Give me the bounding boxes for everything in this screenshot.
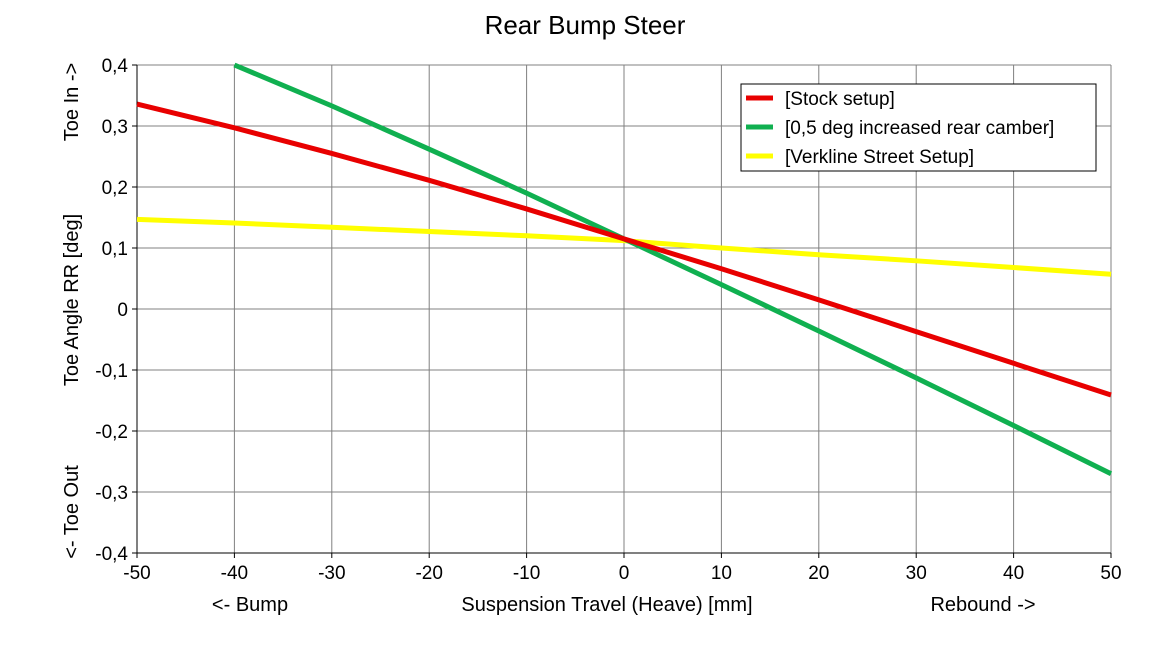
- y-tick-label: 0,1: [102, 239, 128, 260]
- x-tick-label: 10: [711, 563, 732, 584]
- legend-label-stock: [Stock setup]: [785, 89, 895, 110]
- x-tick-label: 20: [808, 563, 829, 584]
- series-line-1: [233, 62, 1113, 476]
- legend-label-verkline: [Verkline Street Setup]: [785, 147, 974, 168]
- y-label-toe-out: <- Toe Out: [61, 465, 83, 559]
- x-label-bump: <- Bump: [212, 594, 288, 616]
- x-tick-label: -10: [513, 563, 540, 584]
- x-tick-labels: -50 -40 -30 -20 -10 0 10 20 30 40 50: [123, 563, 1121, 584]
- y-label-toe-in: Toe In ->: [61, 63, 83, 141]
- x-tick-label: -40: [221, 563, 248, 584]
- y-tick-label: 0: [117, 300, 128, 321]
- chart-title: Rear Bump Steer: [485, 10, 686, 40]
- grid: [132, 64, 1112, 558]
- x-tick-label: 40: [1003, 563, 1024, 584]
- y-tick-label: -0,4: [95, 544, 128, 565]
- y-tick-label: 0,3: [102, 117, 128, 138]
- y-tick-label: -0,3: [95, 483, 128, 504]
- series-lines: [136, 62, 1113, 476]
- x-tick-label: 50: [1100, 563, 1121, 584]
- y-tick-label: -0,1: [95, 361, 128, 382]
- legend-box: [740, 83, 1097, 172]
- x-tick-label: 0: [619, 563, 630, 584]
- x-tick-label: -20: [415, 563, 442, 584]
- y-tick-label: 0,4: [102, 56, 129, 77]
- series-line-0: [136, 101, 1112, 398]
- x-tick-label: -30: [318, 563, 345, 584]
- legend: [Stock setup] [0,5 deg increased rear ca…: [740, 83, 1097, 172]
- y-axis-label: Toe Angle RR [deg]: [61, 214, 83, 386]
- x-axis-label: Suspension Travel (Heave) [mm]: [461, 594, 752, 616]
- y-tick-label: 0,2: [102, 178, 128, 199]
- x-label-rebound: Rebound ->: [930, 594, 1035, 616]
- y-tick-labels: 0,4 0,3 0,2 0,1 0 -0,1 -0,2 -0,3 -0,4: [95, 56, 128, 565]
- x-tick-label: -50: [123, 563, 150, 584]
- legend-label-camber: [0,5 deg increased rear camber]: [785, 118, 1054, 139]
- y-tick-label: -0,2: [95, 422, 128, 443]
- x-tick-label: 30: [906, 563, 927, 584]
